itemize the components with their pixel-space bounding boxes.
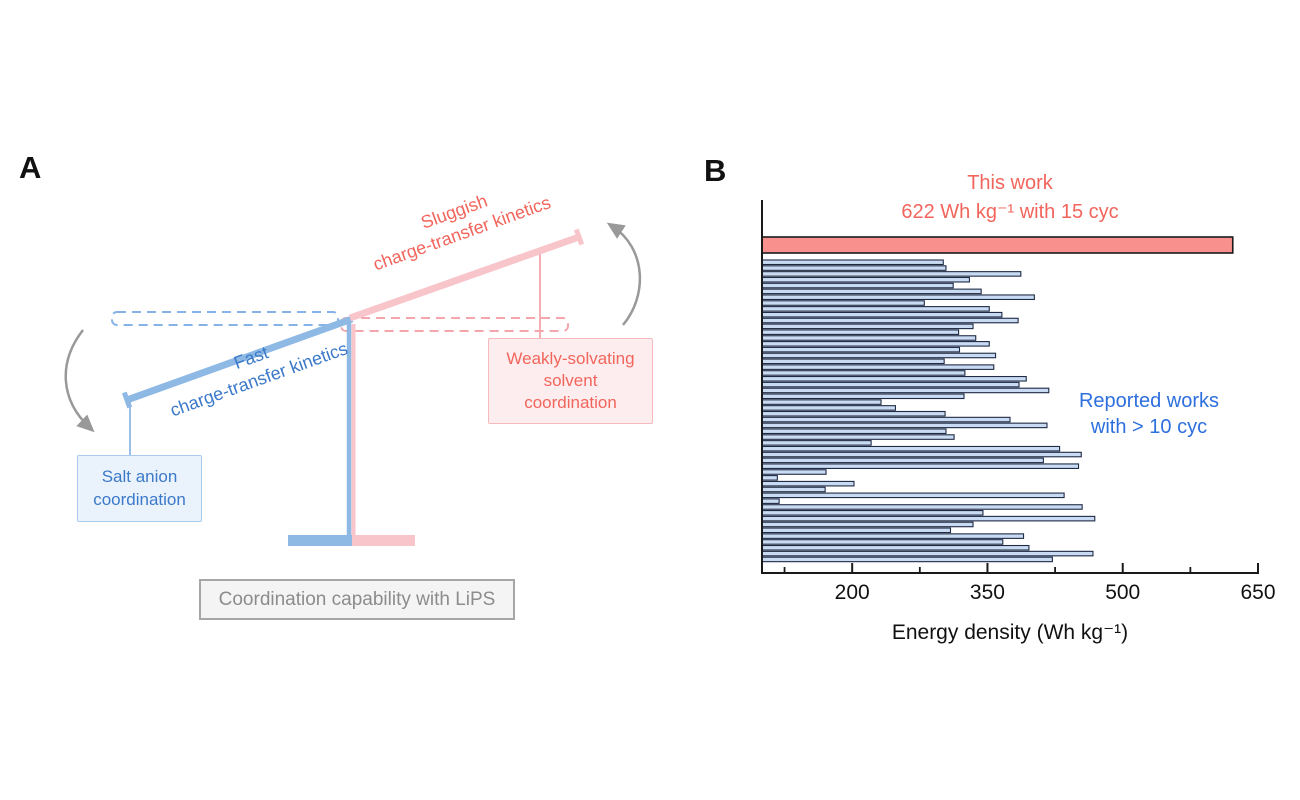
reported-bar <box>761 475 778 481</box>
reported-bar <box>761 480 855 487</box>
reported-bar <box>761 375 1027 382</box>
reported-bar <box>761 521 974 528</box>
reported-bar <box>761 294 1035 301</box>
caption-box: Coordination capability with LiPS <box>199 579 515 620</box>
balance-base-blue <box>288 535 352 546</box>
reported-bar <box>761 346 961 353</box>
reported-bar <box>761 399 882 405</box>
reported-bar <box>761 486 826 493</box>
reference-dashed-blue <box>111 311 339 326</box>
x-axis-tick-label: 500 <box>1105 581 1140 604</box>
pink-beam-cap <box>573 228 585 246</box>
x-axis-tick-label: 200 <box>835 581 870 604</box>
x-axis-tick-label: 650 <box>1240 581 1275 604</box>
reported-bar <box>761 276 970 283</box>
salt-anion-box: Salt anion coordination <box>77 455 202 522</box>
panel-b-label: B <box>704 153 727 188</box>
reported-bar <box>761 352 997 359</box>
reported-bar <box>761 550 1094 557</box>
reported-bar <box>761 410 946 417</box>
reported-bar <box>761 358 945 365</box>
reported-bar <box>761 469 827 475</box>
reported-bar <box>761 451 1082 458</box>
reported-bar <box>761 544 1030 551</box>
reported-bar <box>761 527 952 534</box>
reported-bar <box>761 259 944 266</box>
panel-a-label: A <box>19 150 42 185</box>
reference-dashed-pink <box>340 317 569 332</box>
reported-bar <box>761 416 1011 423</box>
reported-bar <box>761 434 955 440</box>
balance-base-pink <box>352 535 415 546</box>
reported-bar <box>761 288 982 295</box>
reported-bar <box>761 282 954 289</box>
reported-bar <box>761 463 1080 469</box>
reported-bar <box>761 556 1053 563</box>
x-axis-tick-label: 350 <box>970 581 1005 604</box>
reported-bar <box>761 323 974 330</box>
blue-beam-cap <box>121 391 133 409</box>
reported-bar <box>761 539 1004 545</box>
chart-annotation-line2: with > 10 cyc <box>1090 416 1208 438</box>
reported-bar <box>761 364 995 370</box>
reported-bar <box>761 306 990 312</box>
reported-bar <box>761 393 965 400</box>
reported-bar <box>761 265 947 271</box>
reported-bar <box>761 311 1003 318</box>
reported-bar <box>761 422 1048 429</box>
weakly-solvating-box: Weakly-solvating solvent coordination <box>488 338 653 424</box>
reported-bar <box>761 317 1019 324</box>
reported-bar <box>761 510 984 516</box>
reported-bar <box>761 492 1065 499</box>
reported-bar <box>761 387 1050 394</box>
reported-bar <box>761 457 1044 464</box>
reported-bar <box>761 370 966 376</box>
up-arrow <box>606 222 642 326</box>
reported-bar <box>761 335 977 341</box>
reported-bar <box>761 428 947 435</box>
reported-bar <box>761 533 1025 539</box>
reported-bar <box>761 341 990 347</box>
reported-bar <box>761 498 780 504</box>
this-work-bar <box>761 236 1234 254</box>
reported-bar <box>761 329 960 335</box>
reported-bar <box>761 271 1022 277</box>
reported-bar <box>761 504 1083 510</box>
chart-title-line2: 622 Wh kg⁻¹ with 15 cyc <box>901 201 1119 223</box>
pink-beam <box>348 233 581 322</box>
chart-title-line1: This work <box>967 172 1053 194</box>
x-axis-title: Energy density (Wh kg⁻¹) <box>891 621 1129 644</box>
down-arrow <box>64 329 95 433</box>
chart-annotation-line1: Reported works <box>1078 390 1220 412</box>
reported-bar <box>761 440 872 446</box>
reported-bar <box>761 515 1096 522</box>
reported-bar <box>761 381 1020 388</box>
reported-bar <box>761 300 925 306</box>
reported-bar <box>761 405 897 411</box>
blue-beam <box>125 315 354 404</box>
reported-bar <box>761 445 1061 452</box>
